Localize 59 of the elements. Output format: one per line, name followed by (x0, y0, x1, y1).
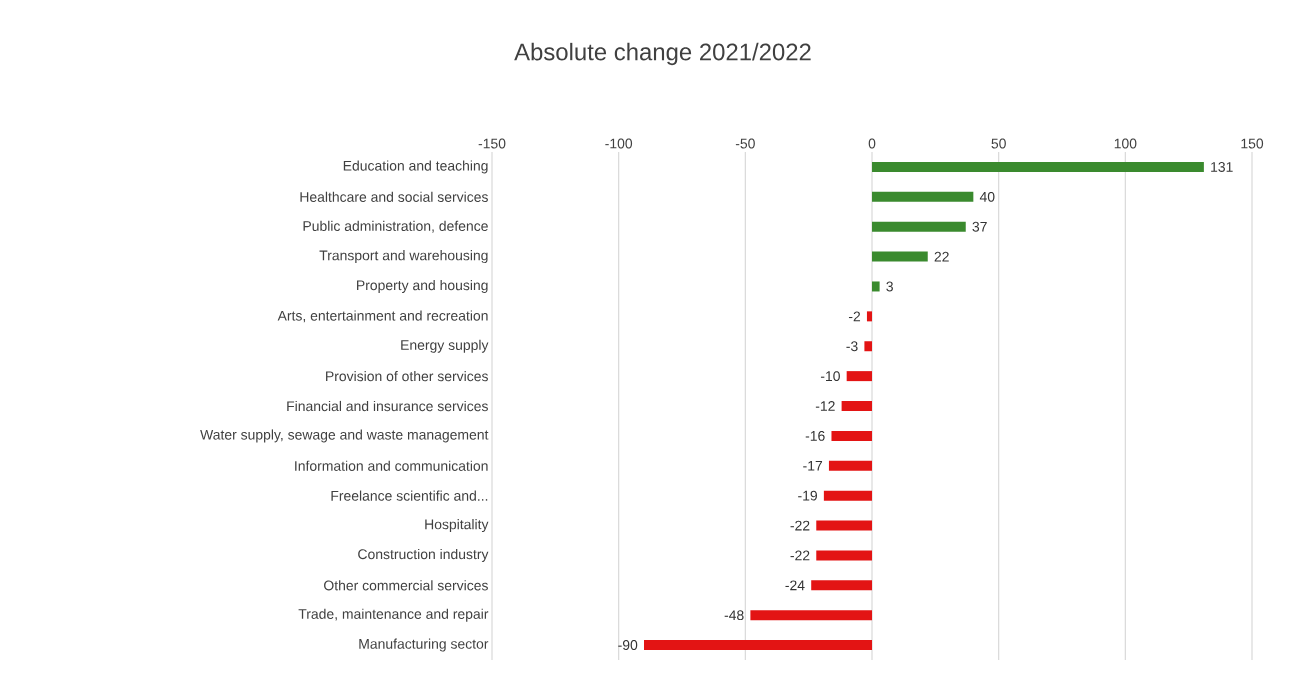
y-tick-label: Provision of other services (326, 371, 488, 382)
bar (831, 430, 873, 441)
data-label: -12 (815, 401, 835, 411)
bar (816, 520, 873, 531)
bar (872, 191, 974, 202)
y-tick-label: Trade, maintenance and repair (298, 608, 489, 622)
bar (872, 161, 1204, 172)
bar (841, 401, 873, 411)
data-label: -24 (785, 580, 805, 591)
x-tick-label: 50 (991, 138, 1006, 149)
y-tick-label: Financial and insurance services (287, 400, 488, 412)
data-label: 37 (972, 221, 987, 232)
chart-title: Absolute change 2021/2022 (514, 42, 811, 66)
y-tick-label: Transport and warehousing (319, 250, 488, 264)
bar (750, 610, 873, 621)
bar (864, 341, 873, 352)
y-tick-label: Arts, entertainment and recreation (277, 310, 488, 323)
y-tick-label: Freelance scientific and... (331, 490, 488, 501)
data-label: -10 (820, 371, 840, 382)
bar (872, 221, 966, 232)
x-tick-label: -100 (605, 138, 633, 149)
bar (872, 251, 928, 262)
y-tick-label: Water supply, sewage and waste management (200, 429, 489, 443)
data-label: 3 (886, 281, 893, 292)
y-tick-label: Education and teaching (343, 160, 488, 174)
y-tick-label: Manufacturing sector (359, 638, 489, 652)
x-tick-label: 100 (1114, 138, 1137, 149)
data-label: 131 (1211, 161, 1233, 172)
data-label: -17 (803, 460, 823, 471)
y-tick-label: Public administration, defence (303, 220, 488, 233)
bar (644, 640, 873, 651)
bar (823, 490, 873, 501)
y-tick-label: Healthcare and social services (300, 191, 488, 202)
data-label: -22 (790, 520, 810, 531)
data-label: -22 (790, 550, 810, 561)
bar (846, 371, 873, 382)
data-label: -3 (846, 341, 858, 352)
bar (828, 460, 873, 471)
data-label: -90 (618, 640, 638, 651)
data-label: -48 (724, 610, 744, 621)
bar (866, 311, 873, 322)
y-tick-label: Energy supply (401, 339, 489, 353)
y-tick-label: Construction industry (358, 548, 489, 562)
data-label: 22 (934, 251, 949, 262)
y-tick-label: Other commercial services (324, 580, 488, 591)
y-tick-label: Information and communication (295, 460, 488, 471)
y-tick-label: Hospitality (425, 519, 489, 533)
bar (816, 550, 873, 561)
data-label: -2 (848, 311, 861, 322)
bar (811, 580, 873, 591)
x-tick-label: -150 (478, 138, 506, 149)
x-tick-label: 0 (868, 138, 876, 149)
data-label: -16 (805, 430, 825, 441)
x-tick-label: 150 (1241, 138, 1264, 149)
data-label: -19 (798, 490, 818, 501)
x-tick-label: -50 (735, 138, 755, 149)
y-tick-label: Property and housing (357, 279, 488, 293)
data-label: 40 (979, 191, 995, 202)
bar (872, 281, 880, 292)
